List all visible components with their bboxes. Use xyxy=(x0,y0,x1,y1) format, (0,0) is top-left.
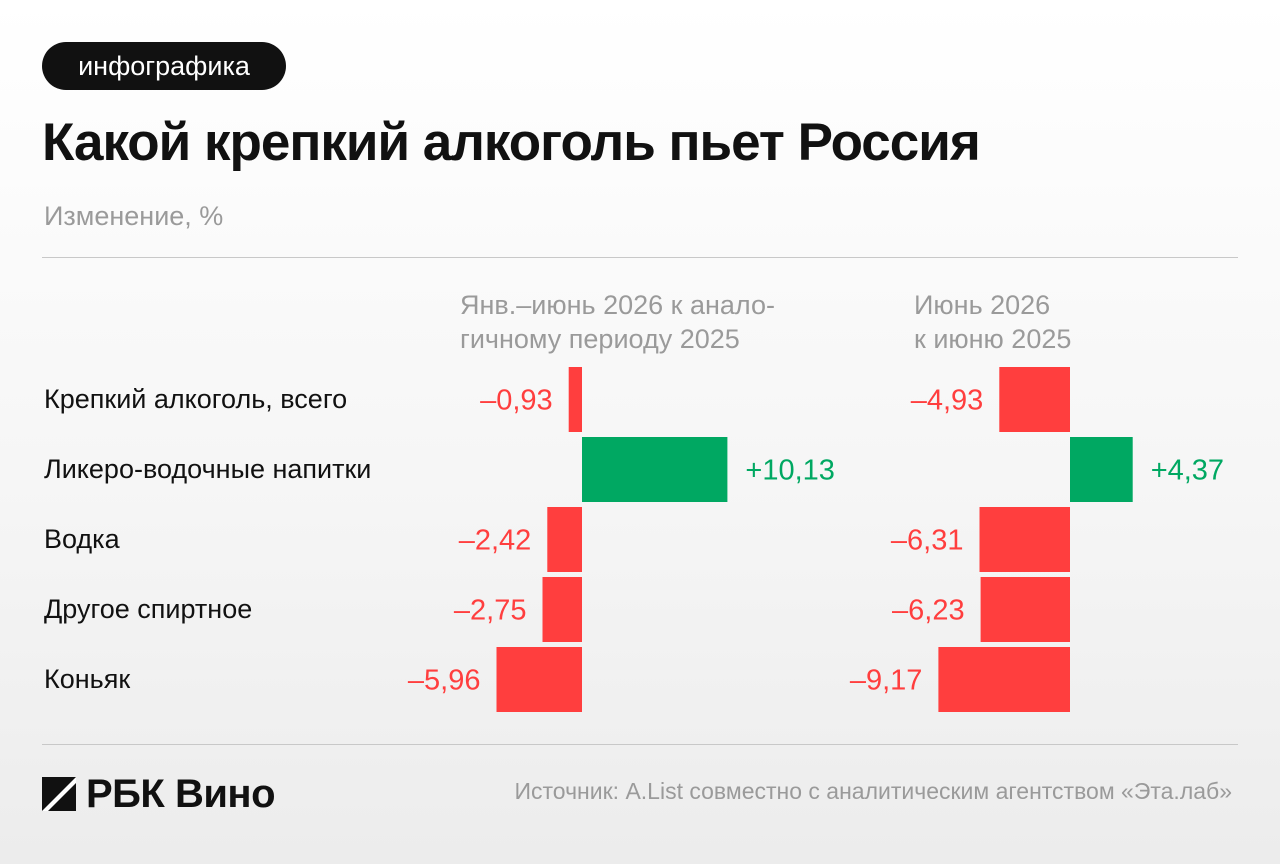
data-label: +10,13 xyxy=(745,455,835,487)
data-label: +4,37 xyxy=(1151,455,1224,487)
rbc-slash-logo-icon xyxy=(42,777,76,811)
category-label: Коньяк xyxy=(44,664,131,694)
data-label: –0,93 xyxy=(480,385,553,417)
infographic-badge: инфографика xyxy=(42,42,286,90)
source-note: Источник: A.List совместно с аналитическ… xyxy=(514,778,1232,804)
page-title: Какой крепкий алкоголь пьет Россия xyxy=(42,113,981,172)
category-label: Водка xyxy=(44,524,120,554)
data-label: –2,75 xyxy=(454,595,527,627)
bar xyxy=(999,367,1070,432)
category-label: Ликеро-водочные напитки xyxy=(44,454,372,484)
bar xyxy=(496,647,582,712)
category-label: Другое спиртное xyxy=(44,594,253,624)
data-label: –2,42 xyxy=(459,525,532,557)
data-label: –4,93 xyxy=(911,385,984,417)
bar xyxy=(547,507,582,572)
bar xyxy=(1070,437,1133,502)
bar xyxy=(568,367,582,432)
bar xyxy=(542,577,582,642)
category-label: Крепкий алкоголь, всего xyxy=(44,384,348,414)
data-label: –9,17 xyxy=(850,665,923,697)
top-divider xyxy=(42,257,1238,258)
chart-subtitle: Изменение, % xyxy=(44,201,224,231)
bar xyxy=(938,647,1070,712)
brand-logo: РБК Вино xyxy=(42,768,276,820)
bar xyxy=(582,437,728,502)
data-label: –6,23 xyxy=(892,595,965,627)
bottom-divider xyxy=(42,744,1238,745)
column-header-2: Июнь 2026 к июню 2025 xyxy=(914,290,1072,354)
data-label: –6,31 xyxy=(891,525,964,557)
column-header-1: Янв.–июнь 2026 к анало- гичному периоду … xyxy=(460,290,775,354)
bar xyxy=(980,577,1070,642)
data-label: –5,96 xyxy=(408,665,481,697)
bar xyxy=(979,507,1070,572)
brand-name: РБК Вино xyxy=(86,771,276,816)
